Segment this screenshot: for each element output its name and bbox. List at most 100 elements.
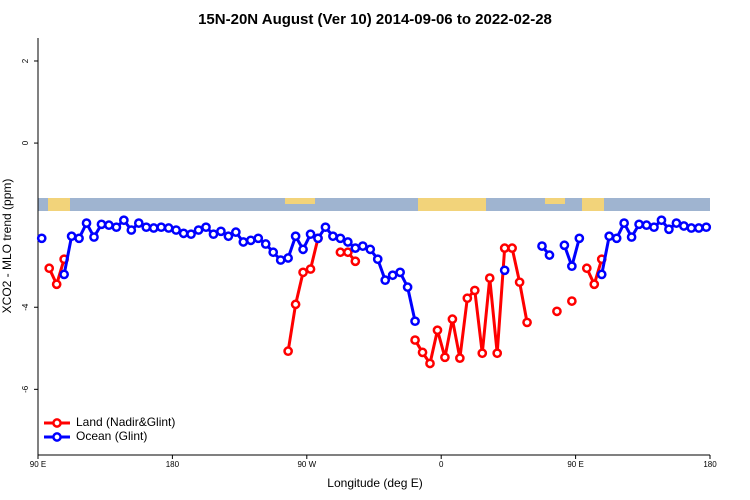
- x-tick-label: 90 E: [30, 460, 46, 469]
- data-point: [44, 263, 55, 274]
- chart-title: 15N-20N August (Ver 10) 2014-09-06 to 20…: [198, 11, 552, 28]
- y-tick-label: 2: [21, 58, 30, 63]
- data-point: [469, 285, 480, 296]
- data-point: [567, 261, 577, 272]
- data-point: [238, 237, 249, 247]
- data-point: [447, 314, 458, 324]
- data-point: [693, 223, 704, 233]
- data-point: [231, 227, 241, 237]
- data-point: [455, 353, 465, 363]
- legend-marker: [52, 432, 62, 442]
- data-point: [74, 233, 84, 244]
- map-strip: [38, 198, 710, 211]
- y-tick-label: -4: [21, 303, 30, 311]
- data-point: [283, 253, 293, 263]
- series-line: [62, 218, 707, 322]
- data-point: [141, 222, 152, 233]
- data-point: [36, 233, 47, 244]
- data-point: [432, 325, 443, 336]
- data-point: [119, 215, 129, 226]
- data-point: [686, 223, 697, 233]
- data-point: [410, 335, 420, 345]
- data-point: [544, 250, 555, 260]
- data-point: [514, 277, 525, 288]
- data-point: [335, 247, 346, 258]
- data-point: [574, 233, 585, 244]
- data-point: [96, 219, 107, 230]
- data-point: [305, 229, 316, 240]
- data-point: [148, 223, 159, 233]
- data-point: [484, 273, 495, 283]
- data-point: [298, 267, 308, 278]
- data-point: [81, 218, 92, 228]
- data-point: [372, 254, 383, 265]
- data-point: [499, 243, 510, 253]
- series-line: [47, 237, 604, 368]
- legend-label: Ocean (Glint): [76, 429, 147, 443]
- data-point: [245, 235, 256, 246]
- x-tick-label: 90 E: [567, 460, 583, 469]
- data-point: [208, 229, 219, 240]
- data-point: [634, 219, 644, 230]
- data-point: [171, 225, 181, 235]
- data-point: [581, 263, 592, 274]
- data-point: [410, 316, 420, 327]
- data-point: [552, 306, 562, 317]
- data-point: [320, 222, 331, 233]
- data-point: [268, 247, 279, 258]
- data-point: [395, 267, 405, 278]
- data-point: [59, 269, 69, 280]
- data-point: [462, 293, 473, 304]
- x-tick-label: 180: [166, 460, 180, 469]
- y-tick-label: -6: [21, 385, 30, 393]
- legend-label: Land (Nadir&Glint): [76, 415, 175, 429]
- x-tick-label: 0: [439, 460, 444, 469]
- data-point: [305, 264, 316, 274]
- data-point: [283, 346, 293, 357]
- data-point: [380, 275, 391, 286]
- data-point: [604, 231, 615, 242]
- data-point: [253, 233, 264, 244]
- data-point: [66, 231, 77, 242]
- data-point: [492, 348, 503, 359]
- data-point: [216, 226, 226, 237]
- x-tick-label: 180: [703, 460, 717, 469]
- data-point: [193, 225, 204, 235]
- data-point: [298, 244, 308, 255]
- data-point: [51, 279, 62, 290]
- data-point: [679, 221, 689, 231]
- data-point: [387, 270, 398, 281]
- data-point: [402, 282, 413, 292]
- data-point: [350, 243, 361, 253]
- data-point: [186, 229, 196, 240]
- data-point: [335, 233, 346, 244]
- data-point: [357, 241, 368, 251]
- data-point: [537, 241, 547, 251]
- data-point: [343, 237, 353, 247]
- data-point: [126, 225, 137, 235]
- data-point: [701, 222, 712, 233]
- data-point: [163, 223, 174, 233]
- data-point: [111, 222, 122, 233]
- data-point: [223, 231, 234, 242]
- legend-marker: [52, 418, 62, 428]
- y-axis-label: XCO2 - MLO trend (ppm): [0, 179, 14, 314]
- data-point: [559, 240, 570, 251]
- data-point: [567, 296, 577, 306]
- data-point: [417, 347, 428, 358]
- data-point: [626, 232, 637, 242]
- data-point: [313, 233, 323, 244]
- data-point: [201, 222, 211, 233]
- data-point: [290, 299, 301, 310]
- data-point: [664, 224, 674, 235]
- data-point: [477, 348, 488, 359]
- data-point: [89, 232, 99, 242]
- data-point: [328, 231, 338, 242]
- data-point: [350, 256, 361, 267]
- data-point: [671, 218, 682, 228]
- data-point: [275, 255, 286, 265]
- data-point: [425, 358, 435, 369]
- data-point: [649, 222, 659, 233]
- data-point: [133, 218, 144, 228]
